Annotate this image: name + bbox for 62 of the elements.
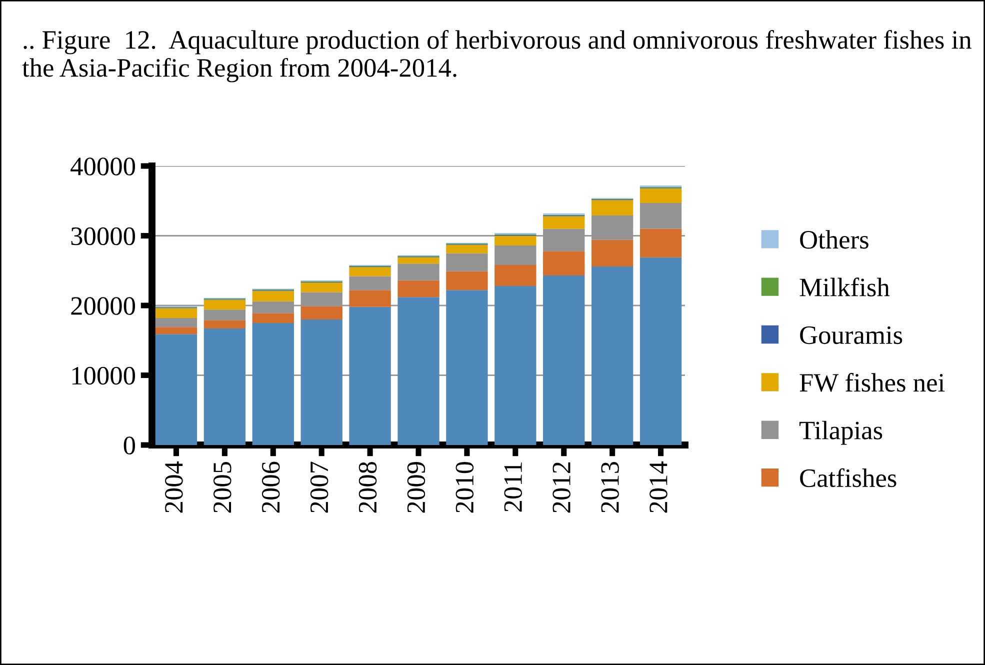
bar — [446, 290, 488, 445]
bar — [155, 308, 198, 318]
bar — [494, 286, 536, 445]
bar — [204, 310, 246, 320]
x-tick-label: 2009 — [407, 462, 426, 513]
bar — [494, 236, 536, 246]
bar — [204, 300, 246, 310]
x-tick-label: 2007 — [310, 462, 328, 513]
bar — [252, 322, 294, 445]
x-tick-label: 2013 — [601, 462, 619, 513]
bar — [591, 240, 634, 266]
legend-label: Gouramis — [800, 326, 902, 344]
bar — [252, 290, 294, 302]
x-tick-label: 2008 — [358, 462, 377, 513]
y-tick-label: 30000 — [71, 227, 136, 246]
bar — [398, 297, 440, 445]
legend-label: Catfishes — [800, 468, 896, 488]
bar — [300, 306, 342, 320]
legend-label: Tilapias — [799, 420, 882, 445]
bar — [446, 244, 488, 254]
bar — [398, 280, 440, 298]
x-tick-label: 2010 — [456, 462, 474, 513]
x-tick-label: 2012 — [552, 462, 570, 513]
x-tick-label: 2004 — [165, 461, 183, 513]
y-tick-label: 0 — [124, 436, 136, 454]
bar — [398, 257, 440, 264]
x-tick-label: 2006 — [262, 462, 280, 513]
y-tick-label: 40000 — [70, 158, 136, 176]
bar — [349, 276, 391, 290]
bar — [543, 216, 585, 229]
bar — [446, 271, 488, 290]
bar — [543, 276, 585, 445]
bar — [591, 200, 634, 216]
bar — [591, 266, 634, 445]
x-tick-label: 2014 — [650, 461, 668, 513]
legend-label: FW fishes nei — [800, 372, 945, 392]
bar — [543, 251, 585, 276]
bar — [155, 327, 198, 334]
legend-label: Others — [800, 230, 868, 249]
bar — [204, 320, 246, 329]
bar — [640, 188, 682, 203]
bar — [398, 264, 440, 280]
bar — [204, 328, 246, 445]
bar — [349, 290, 391, 307]
bar — [300, 282, 342, 292]
y-tick-label: 10000 — [72, 366, 136, 385]
bar — [300, 319, 342, 445]
bar — [349, 267, 391, 276]
chart-title: .. Figure 12. Aquaculture production of herbivorous and omnivorous freshwater fishes in the Asia-Pacific Region from 2004-2014. — [22, 30, 972, 82]
y-tick-label: 20000 — [71, 297, 136, 315]
x-tick-label: 2005 — [213, 462, 232, 513]
bar — [494, 246, 536, 266]
x-tick-label: 2011 — [504, 462, 522, 512]
bar — [640, 257, 682, 445]
bar — [446, 253, 488, 272]
legend-label: Milkfish — [800, 278, 890, 296]
bar — [349, 306, 391, 445]
bar — [494, 265, 536, 286]
bar — [640, 202, 682, 229]
bar — [252, 313, 294, 323]
bar — [155, 318, 198, 328]
bar — [640, 228, 682, 258]
